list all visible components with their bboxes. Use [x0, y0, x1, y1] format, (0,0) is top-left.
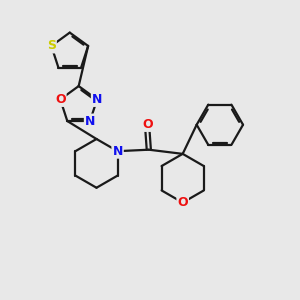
Text: N: N [85, 115, 95, 128]
Text: N: N [92, 93, 102, 106]
Text: O: O [177, 196, 188, 209]
Text: O: O [142, 118, 153, 131]
Text: S: S [47, 39, 56, 52]
Text: O: O [55, 93, 66, 106]
Text: N: N [112, 145, 123, 158]
